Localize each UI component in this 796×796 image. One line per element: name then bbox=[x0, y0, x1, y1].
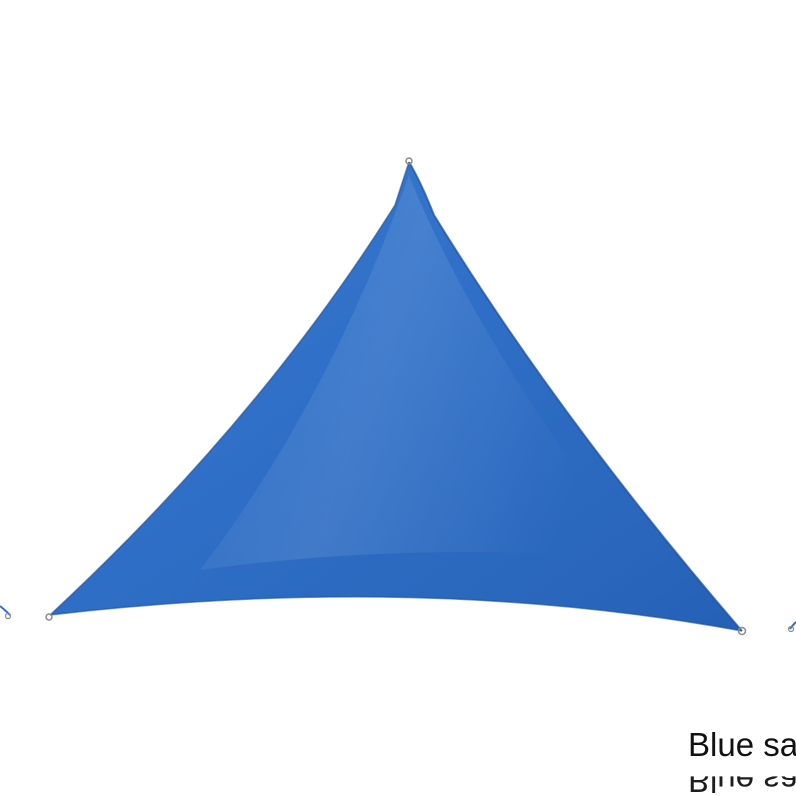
neighbor-sail-right-edge bbox=[789, 621, 796, 630]
color-caption-text: Blue sail bbox=[688, 727, 796, 763]
top-ring-icon bbox=[405, 157, 413, 165]
sail-edge-right bbox=[408, 161, 743, 632]
sail-edge-bottom bbox=[49, 596, 743, 632]
color-caption: Blue sail Blue sail bbox=[688, 727, 796, 796]
right-ring-icon bbox=[737, 626, 747, 636]
neighbor-ring-right-icon bbox=[787, 625, 795, 633]
neighbor-ring-left-icon bbox=[4, 612, 12, 620]
sail-edge-left bbox=[49, 161, 410, 616]
color-caption-reflection: Blue sail bbox=[688, 762, 796, 796]
sail-sheen bbox=[200, 175, 640, 570]
left-ring-icon bbox=[45, 613, 53, 621]
